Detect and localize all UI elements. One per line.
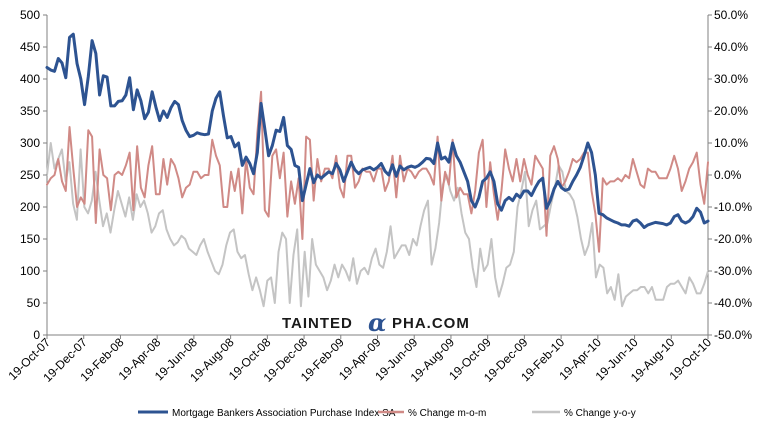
right-tick-label: -30.0% — [714, 264, 752, 278]
right-tick-label: -40.0% — [714, 296, 752, 310]
right-tick-label: -10.0% — [714, 200, 752, 214]
right-tick-label: 30.0% — [714, 72, 748, 86]
right-tick-label: 0.0% — [714, 168, 742, 182]
series-line-yoy — [46, 142, 709, 308]
watermark-text-left: TAINTED — [282, 315, 353, 332]
x-axis: 19-Oct-0719-Dec-0719-Feb-0819-Apr-0819-J… — [5, 335, 714, 385]
right-tick-label: 20.0% — [714, 104, 748, 118]
left-tick-label: 50 — [27, 296, 41, 310]
left-tick-label: 350 — [20, 104, 40, 118]
left-tick-label: 250 — [20, 168, 40, 182]
right-tick-label: -20.0% — [714, 232, 752, 246]
right-axis: -50.0% -40.0% -30.0% -20.0% -10.0% 0.0% 10.0% 2… — [708, 8, 752, 342]
left-tick-label: 200 — [20, 200, 40, 214]
watermark-alpha: α — [368, 308, 386, 337]
watermark-text-right: PHA.COM — [392, 315, 470, 332]
right-tick-label: 50.0% — [714, 8, 748, 22]
series-layer — [45, 32, 710, 308]
left-tick-label: 150 — [20, 232, 40, 246]
legend-label-yoy: % Change y-o-y — [564, 408, 636, 419]
left-tick-label: 300 — [20, 136, 40, 150]
left-tick-label: 100 — [20, 264, 40, 278]
right-tick-label: 40.0% — [714, 40, 748, 54]
left-tick-label: 500 — [20, 8, 40, 22]
left-tick-label: 400 — [20, 72, 40, 86]
legend-label-purchase-index: Mortgage Bankers Association Purchase In… — [172, 408, 396, 419]
legend-label-mom: % Change m-o-m — [408, 408, 486, 419]
series-line-purchase-index — [45, 32, 710, 229]
legend: Mortgage Bankers Association Purchase In… — [138, 408, 636, 419]
left-axis: 0 50 100 150 200 250 300 350 400 450 500 — [20, 8, 47, 342]
left-tick-label: 0 — [33, 328, 40, 342]
watermark: TAINTED α PHA.COM — [277, 308, 473, 337]
left-tick-label: 450 — [20, 40, 40, 54]
right-tick-label: -50.0% — [714, 328, 752, 342]
right-tick-label: 10.0% — [714, 136, 748, 150]
